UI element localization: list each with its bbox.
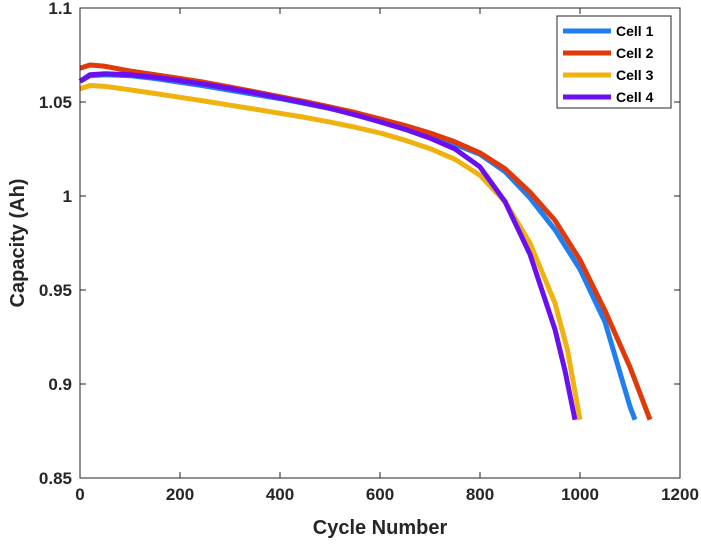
y-axis-title: Capacity (Ah) [7,179,29,308]
x-tick-label: 0 [75,485,84,504]
x-ticks: 0 200 400 600 800 1000 1200 [75,8,699,504]
series-line-cell-4 [78,71,578,421]
legend-label-cell-2: Cell 2 [616,45,654,61]
x-axis-title: Cycle Number [313,517,448,539]
y-tick-label: 0.95 [39,281,72,300]
legend-label-cell-3: Cell 3 [616,67,654,83]
x-tick-label: 1200 [661,485,699,504]
x-tick-label: 400 [266,485,294,504]
legend-label-cell-4: Cell 4 [616,89,654,105]
y-tick-label: 0.9 [48,375,72,394]
series-layer [78,62,653,421]
x-tick-label: 200 [166,485,194,504]
legend-label-cell-1: Cell 1 [616,23,654,39]
y-tick-label: 1.1 [48,0,72,18]
x-tick-label: 1000 [561,485,599,504]
y-tick-label: 1 [63,187,72,206]
y-tick-label: 0.85 [39,469,72,488]
x-tick-label: 600 [366,485,394,504]
y-ticks: 0.85 0.9 0.95 1 1.05 1.1 [39,0,680,488]
y-tick-label: 1.05 [39,93,72,112]
legend: Cell 1 Cell 2 Cell 3 Cell 4 [556,15,672,109]
x-tick-label: 800 [466,485,494,504]
